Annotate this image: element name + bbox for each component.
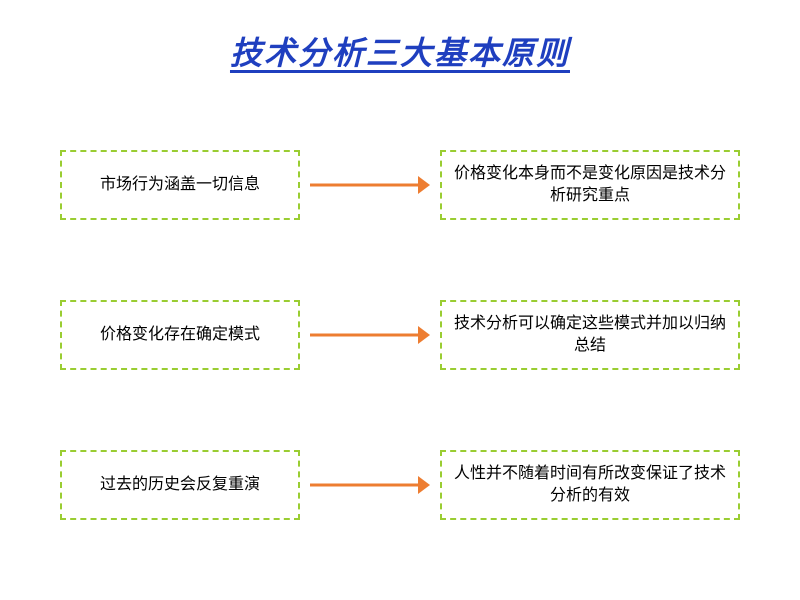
principle-right-text: 价格变化本身而不是变化原因是技术分析研究重点 <box>452 163 728 206</box>
principle-left-box: 价格变化存在确定模式 <box>60 300 300 370</box>
arrow <box>310 150 430 220</box>
principle-right-box: 人性并不随着时间有所改变保证了技术分析的有效 <box>440 450 740 520</box>
principle-left-text: 市场行为涵盖一切信息 <box>100 174 260 196</box>
arrow <box>310 450 430 520</box>
page-title: 技术分析三大基本原则 <box>0 0 800 74</box>
arrow-line <box>310 484 421 487</box>
principle-row: 市场行为涵盖一切信息 价格变化本身而不是变化原因是技术分析研究重点 <box>0 150 800 220</box>
arrow-head-icon <box>418 176 430 194</box>
principle-left-text: 过去的历史会反复重演 <box>100 474 260 496</box>
arrow-head-icon <box>418 326 430 344</box>
principle-left-box: 市场行为涵盖一切信息 <box>60 150 300 220</box>
arrow-head-icon <box>418 476 430 494</box>
arrow-line <box>310 184 421 187</box>
principle-right-box: 技术分析可以确定这些模式并加以归纳总结 <box>440 300 740 370</box>
principle-right-text: 技术分析可以确定这些模式并加以归纳总结 <box>452 313 728 356</box>
principle-left-box: 过去的历史会反复重演 <box>60 450 300 520</box>
arrow-line <box>310 334 421 337</box>
principle-right-text: 人性并不随着时间有所改变保证了技术分析的有效 <box>452 463 728 506</box>
principle-row: 过去的历史会反复重演 人性并不随着时间有所改变保证了技术分析的有效 <box>0 450 800 520</box>
principle-row: 价格变化存在确定模式 技术分析可以确定这些模式并加以归纳总结 <box>0 300 800 370</box>
arrow <box>310 300 430 370</box>
principle-right-box: 价格变化本身而不是变化原因是技术分析研究重点 <box>440 150 740 220</box>
principle-left-text: 价格变化存在确定模式 <box>100 324 260 346</box>
